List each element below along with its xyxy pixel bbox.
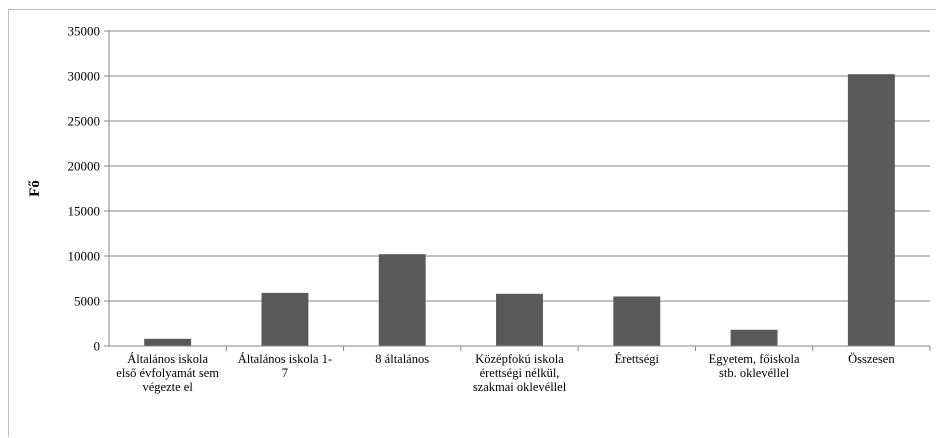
y-tick-label: 35000 — [68, 24, 101, 39]
x-category-label-line: első évfolyamát sem — [116, 366, 219, 380]
bar — [261, 293, 308, 346]
y-axis-ticks: 0 5000 10000 15000 20000 25000 30000 35000 — [68, 24, 110, 354]
y-tick-label: 10000 — [68, 249, 101, 264]
x-category-label: Egyetem, főiskola stb. oklevéllel — [709, 352, 800, 380]
bar — [731, 330, 778, 346]
y-tick-label: 25000 — [68, 114, 101, 129]
x-category-label: Érettségi — [615, 352, 660, 366]
y-tick-label: 5000 — [74, 294, 100, 309]
x-category-label-line: Összesen — [848, 352, 895, 366]
bars — [144, 74, 895, 346]
gridlines — [109, 31, 930, 301]
bar — [848, 74, 895, 346]
x-category-label-line: Érettségi — [615, 352, 660, 366]
y-tick-label: 15000 — [68, 204, 101, 219]
x-category-label: Középfokú iskola érettségi nélkül, szakmai… — [473, 352, 567, 394]
y-tick-label: 30000 — [68, 69, 101, 84]
y-tick-label: 0 — [94, 339, 101, 354]
x-axis-categories: Általános iskola első évfolyamát sem végez… — [116, 346, 930, 394]
x-category-label-line: végezte el — [142, 380, 193, 394]
x-category-label-line: érettségi nélkül, — [480, 366, 560, 380]
x-category-label: Általános iskola első évfolyamát sem végez… — [116, 352, 219, 394]
x-category-label-line: szakmai oklevéllel — [473, 380, 567, 394]
x-category-label-line: Általános iskola 1- — [238, 352, 332, 366]
bar — [144, 339, 191, 346]
x-category-label: 8 általános — [375, 352, 429, 366]
bar — [613, 297, 660, 347]
bar — [379, 254, 426, 346]
x-category-label-line: Általános iskola — [127, 352, 208, 366]
x-category-label-line: 7 — [282, 366, 288, 380]
y-axis-label: Fő — [27, 180, 43, 197]
x-category-label: Összesen — [848, 352, 895, 366]
x-category-label-line: stb. oklevéllel — [719, 366, 790, 380]
y-tick-label: 20000 — [68, 159, 101, 174]
x-category-label-line: Középfokú iskola — [475, 352, 564, 366]
bar — [496, 294, 543, 346]
x-category-label-line: Egyetem, főiskola — [709, 352, 800, 366]
x-category-label-line: 8 általános — [375, 352, 429, 366]
x-category-label: Általános iskola 1-7 — [238, 352, 332, 380]
